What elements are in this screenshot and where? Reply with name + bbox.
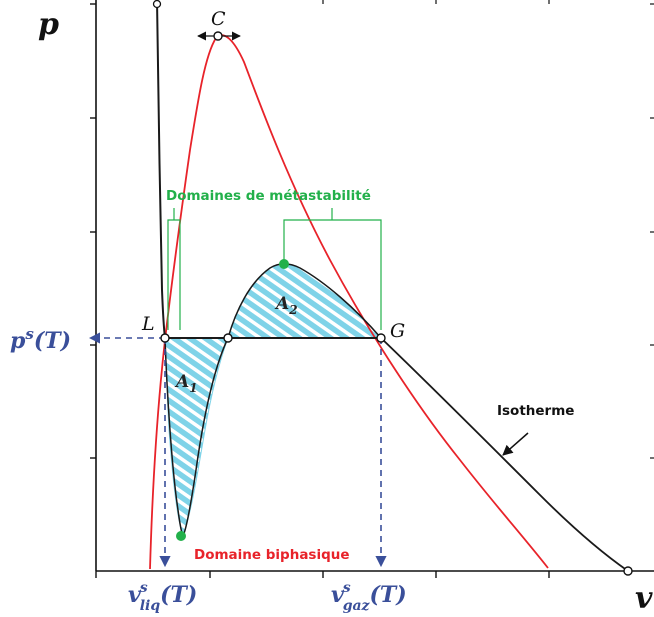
point-g-label: G [390, 320, 405, 342]
biphasic-label: Domaine biphasique [194, 547, 350, 563]
right-ticks [650, 3, 654, 459]
critical-point-label: C [211, 8, 226, 30]
point-l [160, 333, 170, 343]
isotherm-steep-branch [156, 0, 166, 339]
x-ticks [95, 571, 550, 578]
spinodal-point-max [279, 259, 289, 269]
isotherm-van-der-waals-loop [164, 263, 382, 538]
area-a2-label: A2 [274, 294, 298, 317]
spinodal-point-min [176, 531, 186, 541]
saturation-curve [149, 34, 549, 570]
isotherm-pointer [502, 432, 529, 456]
v-liq-label: vs liq(T) [128, 580, 197, 614]
x-axis-label: v [635, 581, 653, 616]
isotherm-gas-branch [380, 337, 629, 572]
point-end [623, 566, 633, 576]
point-middle [223, 333, 233, 343]
area-a2-hatch [227, 263, 383, 339]
area-a1-label: A1 [174, 372, 198, 395]
saturation-pressure-label: ps(T) [10, 325, 71, 354]
v-gaz-label: vs gaz(T) [331, 580, 407, 614]
isotherm-label: Isotherme [497, 403, 574, 419]
metastability-label: Domaines de métastabilité [166, 188, 371, 204]
critical-point [213, 31, 223, 41]
point-top [152, 0, 162, 9]
y-axis-label: p [38, 7, 59, 42]
area-a1-hatch [164, 337, 229, 538]
y-ticks [90, 3, 96, 459]
point-l-label: L [141, 313, 155, 335]
top-ticks [322, 0, 550, 4]
point-g [376, 333, 386, 343]
